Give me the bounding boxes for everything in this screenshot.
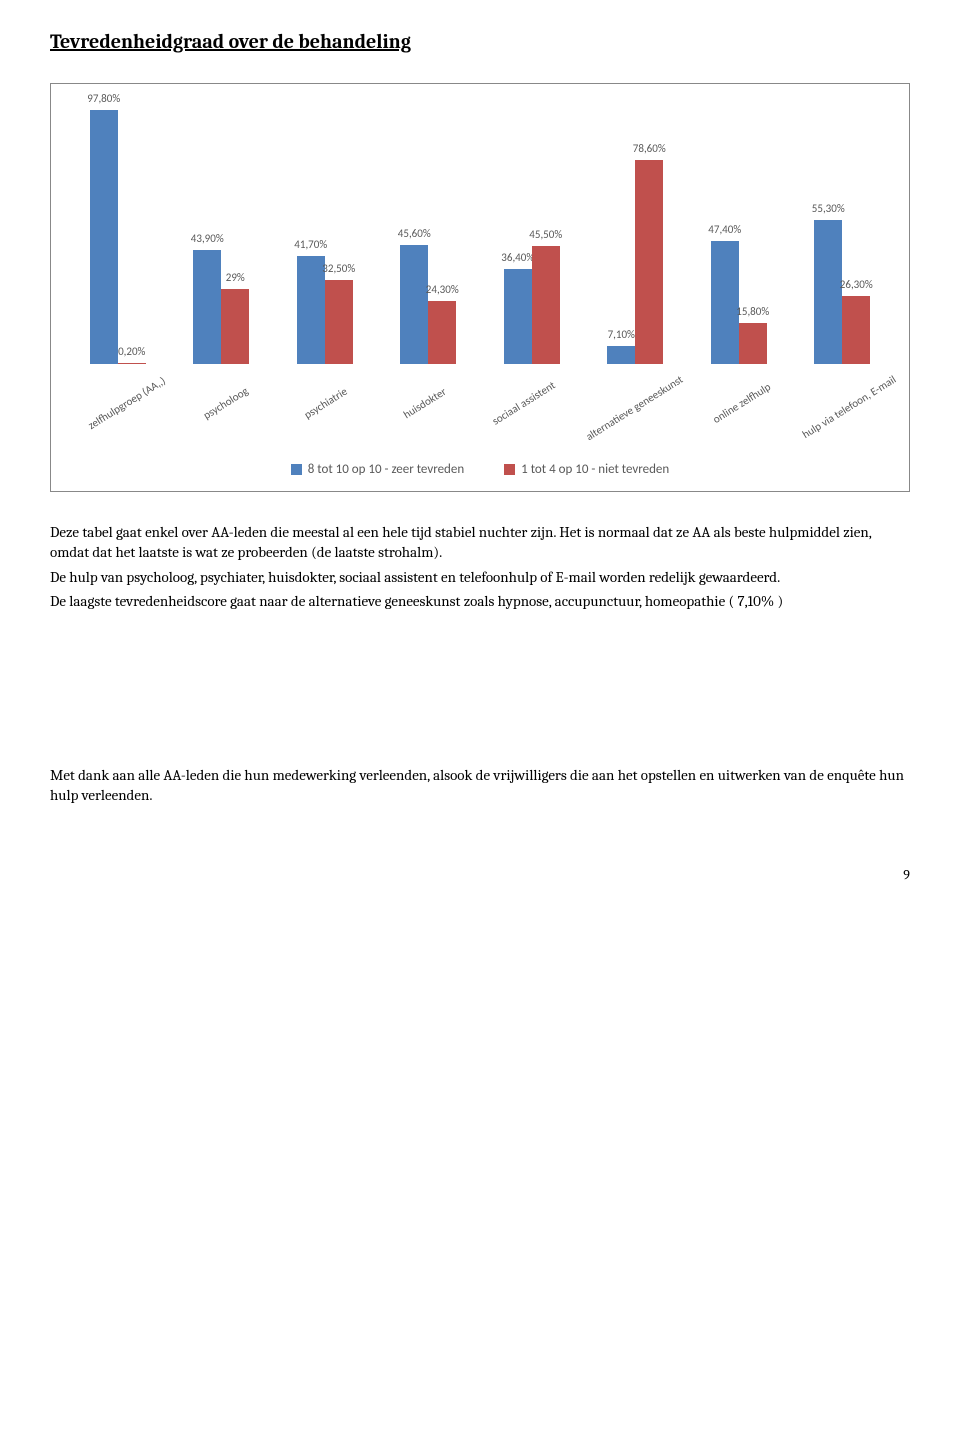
- page-number: 9: [50, 866, 910, 883]
- bar-value-label: 26,30%: [840, 278, 873, 291]
- satisfaction-chart: 97,80%0,20%43,90%29%41,70%32,50%45,60%24…: [50, 83, 910, 492]
- chart-plot-area: 97,80%0,20%43,90%29%41,70%32,50%45,60%24…: [65, 104, 895, 364]
- body-paragraph-3: De laagste tevredenheidscore gaat naar d…: [50, 591, 910, 611]
- bar-group: 36,40%45,50%: [483, 104, 581, 364]
- bar-tevreden: 41,70%: [297, 256, 325, 364]
- bar-value-label: 78,60%: [633, 142, 666, 155]
- bar-value-label: 15,80%: [736, 305, 769, 318]
- bar-value-label: 55,30%: [812, 202, 845, 215]
- bar-niet-tevreden: 24,30%: [428, 301, 456, 364]
- bar-value-label: 45,50%: [529, 228, 562, 241]
- bar-value-label: 7,10%: [608, 328, 635, 341]
- bar-value-label: 41,70%: [294, 238, 327, 251]
- bar-niet-tevreden: 78,60%: [635, 160, 663, 364]
- body-paragraph-2: De hulp van psycholoog, psychiater, huis…: [50, 567, 910, 587]
- bar-niet-tevreden: 29%: [221, 289, 249, 364]
- bar-tevreden: 36,40%: [504, 269, 532, 364]
- bar-value-label: 0,20%: [118, 345, 145, 358]
- bar-group: 43,90%29%: [173, 104, 271, 364]
- bar-niet-tevreden: 0,20%: [118, 363, 146, 364]
- bar-value-label: 43,90%: [191, 232, 224, 245]
- bar-tevreden: 7,10%: [607, 346, 635, 364]
- bar-value-label: 45,60%: [398, 227, 431, 240]
- bar-group: 47,40%15,80%: [690, 104, 788, 364]
- bar-niet-tevreden: 26,30%: [842, 296, 870, 364]
- bar-niet-tevreden: 15,80%: [739, 323, 767, 364]
- chart-x-axis: zelfhulpgroep (AA,,)psycholoogpsychiatri…: [65, 372, 895, 452]
- bar-value-label: 97,80%: [87, 92, 120, 105]
- bar-value-label: 47,40%: [708, 223, 741, 236]
- bar-tevreden: 45,60%: [400, 245, 428, 364]
- body-paragraph-1: Deze tabel gaat enkel over AA-leden die …: [50, 522, 910, 563]
- bar-group: 45,60%24,30%: [380, 104, 478, 364]
- x-axis-label: alternatieve geneeskunst: [583, 372, 720, 499]
- bar-value-label: 36,40%: [501, 251, 534, 264]
- bar-tevreden: 55,30%: [814, 220, 842, 364]
- legend-swatch-blue: [291, 464, 302, 475]
- x-axis-label: hulp via telefoon, E-mail: [799, 372, 933, 497]
- bar-value-label: 29%: [226, 271, 245, 284]
- bar-tevreden: 47,40%: [711, 241, 739, 364]
- bar-group: 41,70%32,50%: [276, 104, 374, 364]
- bar-group: 97,80%0,20%: [69, 104, 167, 364]
- bar-niet-tevreden: 45,50%: [532, 246, 560, 364]
- bar-value-label: 24,30%: [426, 283, 459, 296]
- bar-tevreden: 97,80%: [90, 110, 118, 364]
- page-title: Tevredenheidgraad over de behandeling: [50, 30, 910, 53]
- bar-group: 55,30%26,30%: [794, 104, 892, 364]
- bar-niet-tevreden: 32,50%: [325, 280, 353, 365]
- bar-group: 7,10%78,60%: [587, 104, 685, 364]
- body-paragraph-4: Met dank aan alle AA-leden die hun medew…: [50, 765, 910, 806]
- bar-tevreden: 43,90%: [193, 250, 221, 364]
- bar-value-label: 32,50%: [322, 262, 355, 275]
